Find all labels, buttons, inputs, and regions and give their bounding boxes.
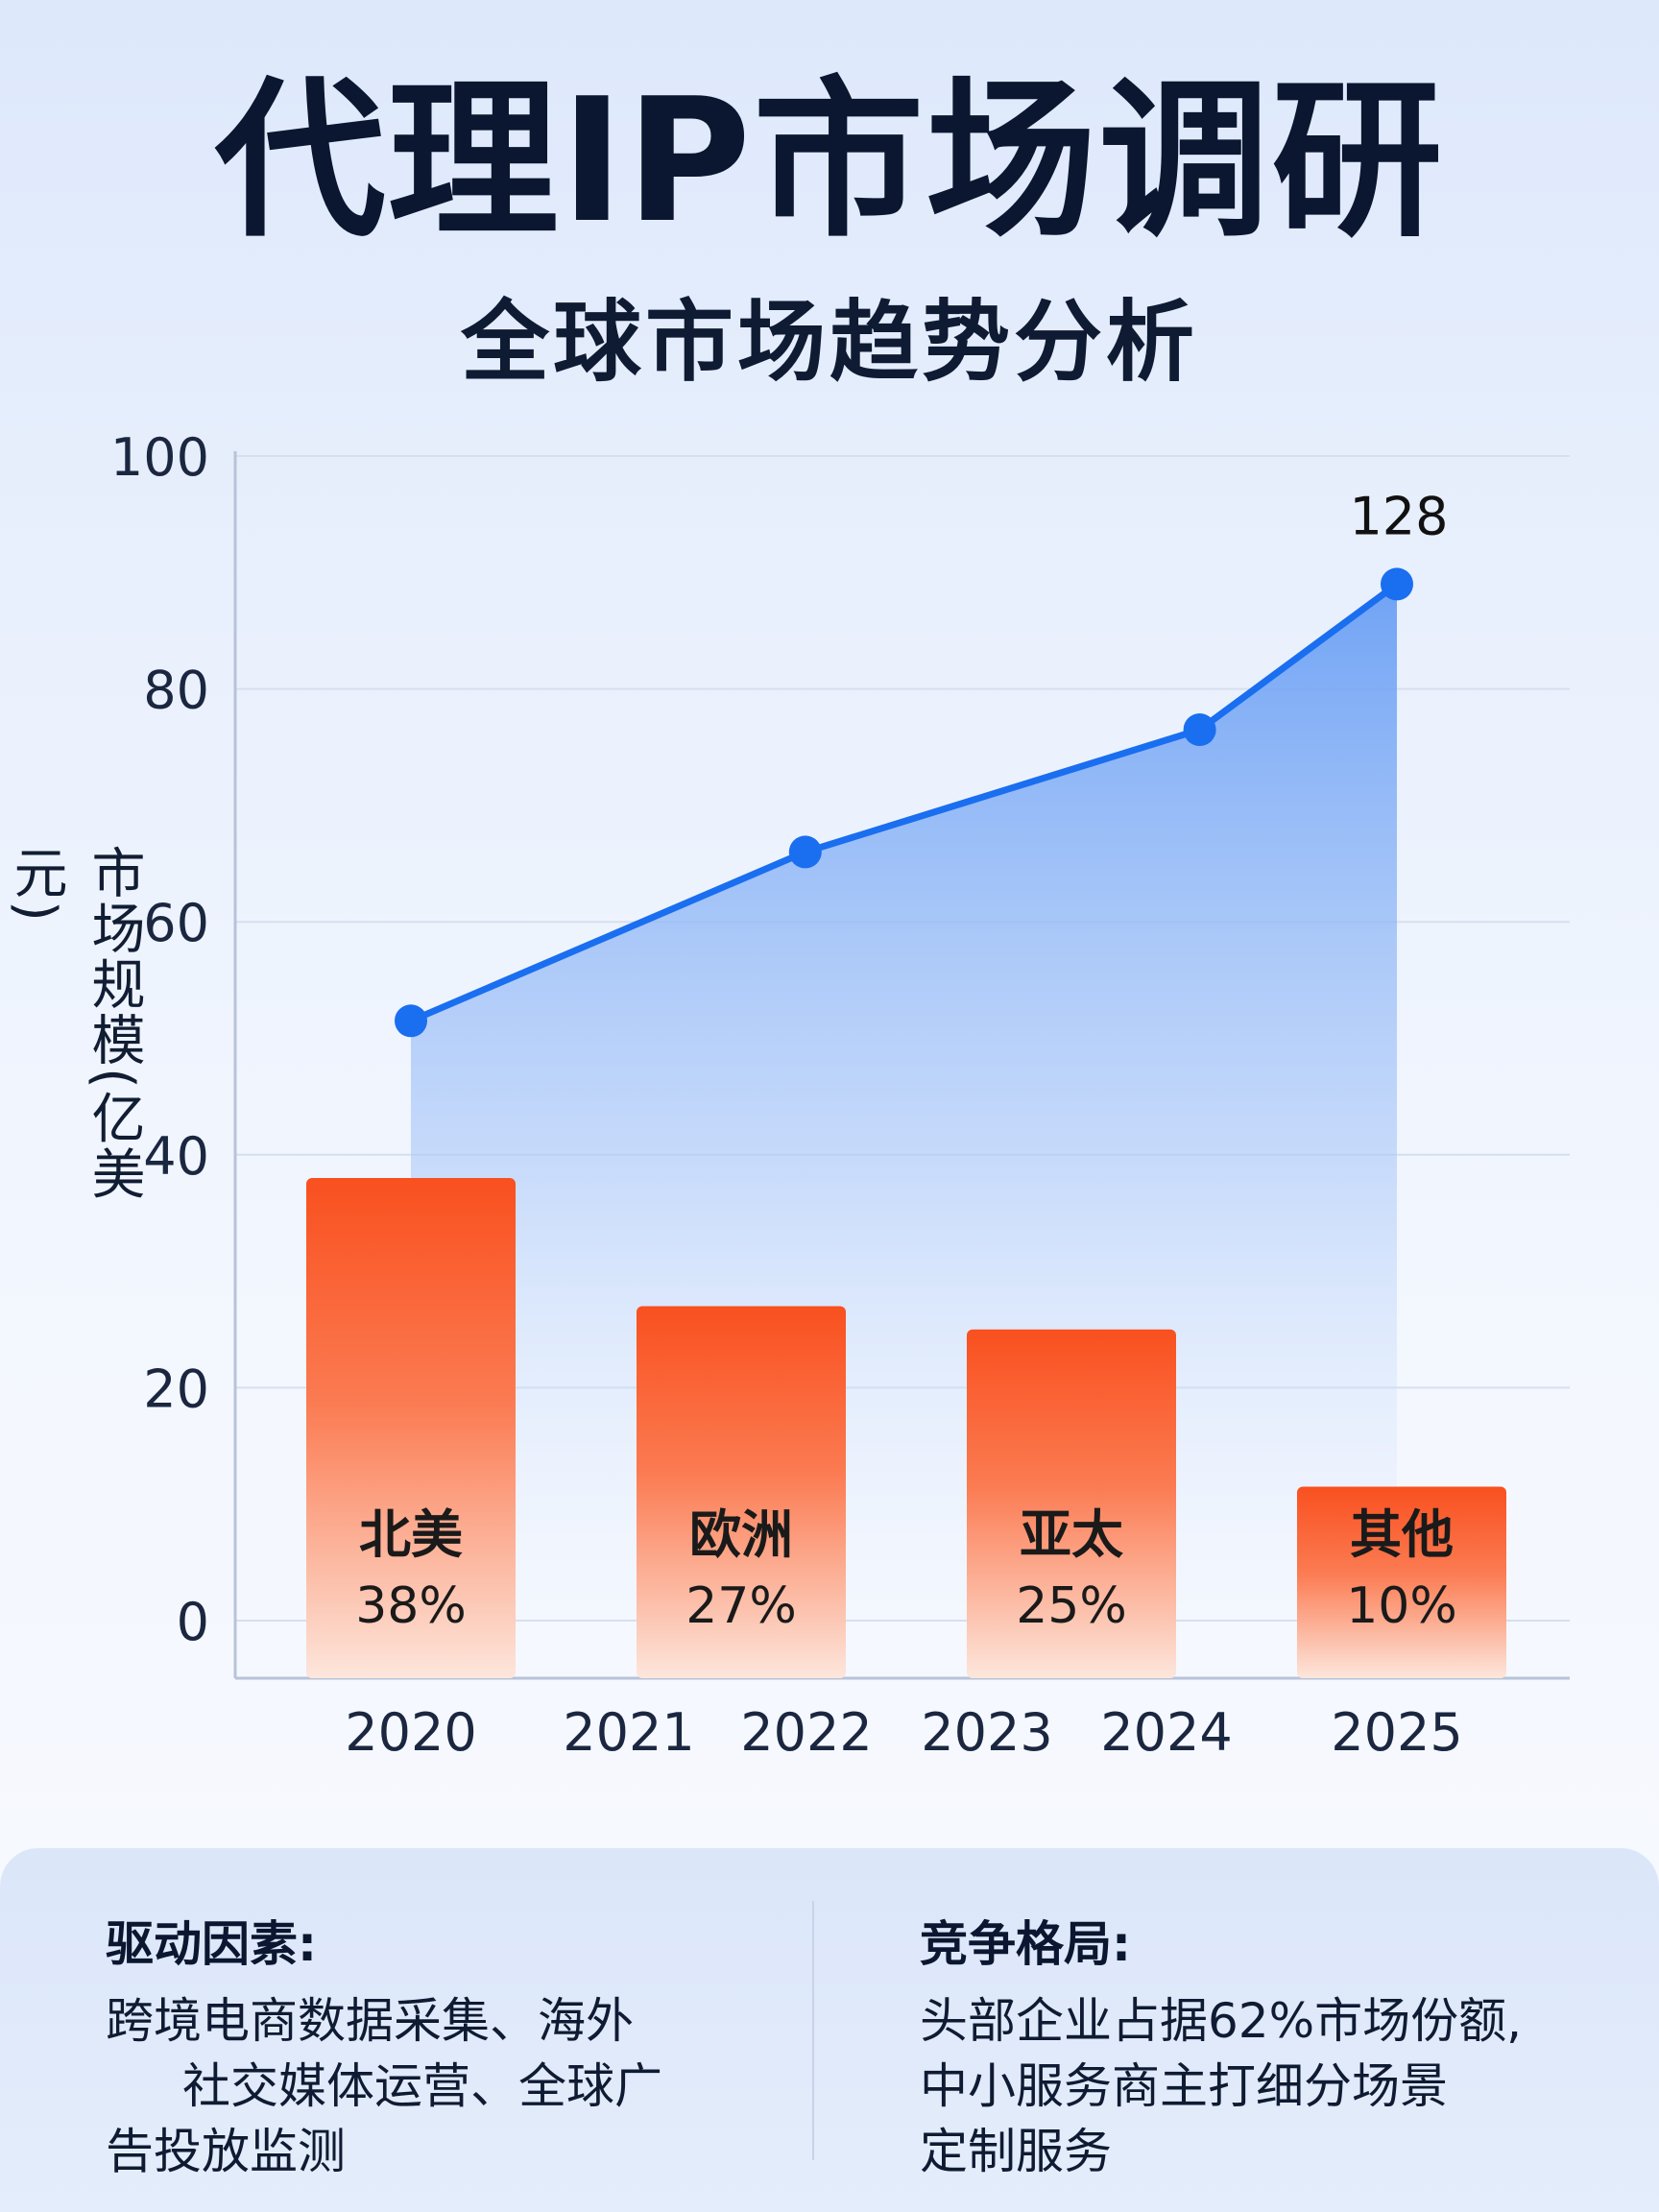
bar-3 (967, 1329, 1176, 1678)
x-tick-label: 2025 (1331, 1702, 1462, 1763)
competition-title: 竞争格局: (920, 1916, 1131, 1972)
bar-percent-label: 25% (1016, 1577, 1127, 1635)
bar-1 (306, 1178, 516, 1678)
line-point-2 (788, 835, 822, 869)
x-tick-label: 2021 (563, 1702, 694, 1763)
competition-line-2: 中小服务商主打细分场景 (920, 2058, 1448, 2114)
line-point-4 (1381, 567, 1413, 601)
y-tick-label: 60 (143, 893, 209, 953)
bar-region-label: 其他 (1350, 1504, 1454, 1565)
panel-divider (812, 1901, 814, 2160)
y-tick-label: 100 (110, 427, 209, 488)
bar-region-label: 北美 (359, 1504, 463, 1565)
x-tick-label: 2020 (345, 1702, 476, 1763)
line-point-1 (395, 1004, 427, 1038)
bar-2 (637, 1306, 846, 1678)
drivers-title: 驱动因素: (106, 1916, 317, 1972)
x-tick-label: 2023 (921, 1702, 1052, 1763)
competition-section: 竞争格局: 头部企业占据62%市场份额, 中小服务商主打细分场景 定制服务 (920, 1906, 1611, 2184)
drivers-line-3: 告投放监测 (106, 2124, 346, 2179)
competition-line-3: 定制服务 (920, 2124, 1112, 2179)
drivers-line-2: 社交媒体运营、全球广 (182, 2058, 662, 2114)
competition-line-1: 头部企业占据62%市场份额, (920, 1993, 1523, 2049)
line-end-value-label: 128 (1349, 486, 1448, 546)
bar-4 (1297, 1486, 1506, 1678)
bar-percent-label: 38% (355, 1577, 467, 1635)
trend-line (407, 580, 1401, 1024)
drivers-line-1: 跨境电商数据采集、海外 (106, 1993, 634, 2049)
line-point-3 (1183, 713, 1216, 747)
page-title: 代理IP市场调研 (214, 61, 1445, 260)
bar-percent-label: 10% (1346, 1577, 1457, 1635)
page-subtitle: 全球市场趋势分析 (460, 291, 1198, 394)
y-tick-label: 80 (143, 661, 209, 721)
y-tick-label: 20 (143, 1358, 209, 1419)
bar-percent-label: 27% (685, 1577, 797, 1635)
x-tick-label: 2022 (740, 1702, 872, 1763)
x-tick-label: 2024 (1100, 1702, 1232, 1763)
line-area-fill (411, 584, 1397, 1622)
summary-panel: 驱动因素: 跨境电商数据采集、海外 社交媒体运营、全球广 告投放监测 竞争格局:… (0, 1848, 1659, 2212)
y-axis-label: 市场规模(亿美元) (5, 845, 145, 1202)
y-tick-label: 40 (143, 1126, 209, 1187)
bar-region-label: 欧洲 (689, 1504, 793, 1565)
drivers-section: 驱动因素: 跨境电商数据采集、海外 社交媒体运营、全球广 告投放监测 (106, 1906, 758, 2184)
market-chart: 100 80 60 40 20 0 2020 2021 2022 2023 2024 2025 北美 38… (110, 427, 1570, 1763)
bar-region-label: 亚太 (1020, 1504, 1123, 1565)
y-tick-label: 0 (177, 1592, 209, 1652)
